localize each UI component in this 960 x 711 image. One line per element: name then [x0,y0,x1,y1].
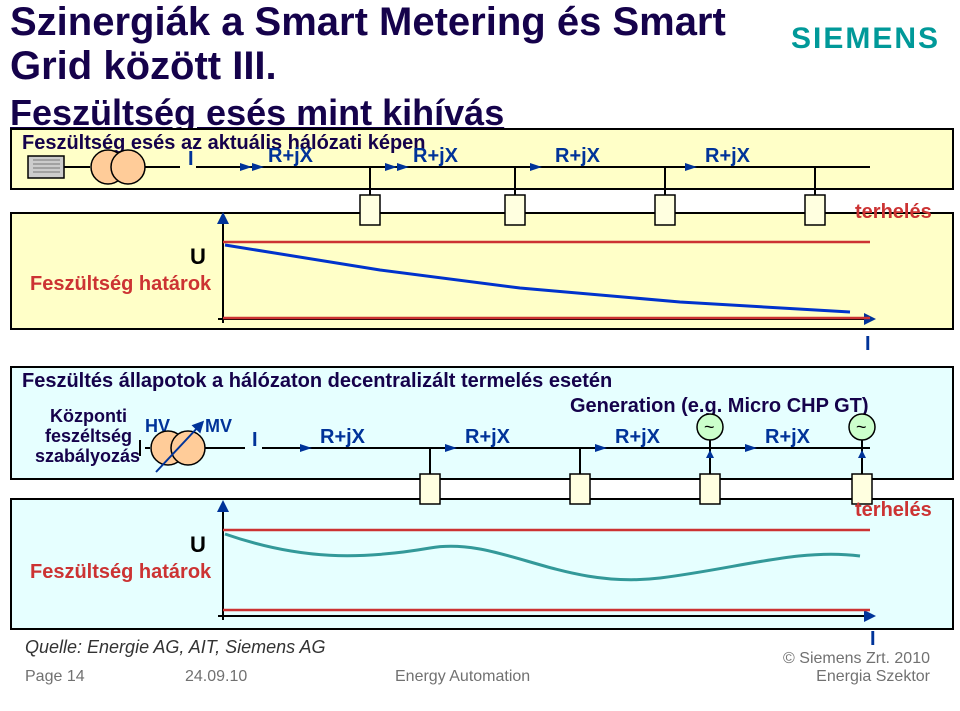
footer-center: Energy Automation [395,668,530,686]
central-l1: Központi [50,406,127,426]
rjx-3-2: R+jX [465,426,511,448]
rjx-1-1: R+jX [268,145,314,167]
loads-bot [420,448,872,504]
loads-top [360,167,825,225]
footer-sector: Energia Szektor [816,668,930,686]
limits-2: Feszültség határok [30,561,212,583]
I-label-2: I [865,333,871,355]
rjx-1-4: R+jX [705,145,751,167]
svg-text:~: ~ [856,417,867,437]
footer-page: Page 14 [25,668,85,686]
rjx-3-1: R+jX [320,426,366,448]
svg-text:~: ~ [704,417,715,437]
U-label-2: U [190,532,206,557]
terheles-2: terhelés [855,499,932,521]
central-l3: szabályozás [35,446,140,466]
limits-1: Feszültség határok [30,273,212,295]
terheles-1: terhelés [855,201,932,223]
diagram-svg: I R+jX R+jX R+jX R+jX terhelés U [0,0,960,711]
gen-2: ~ [849,414,875,448]
gen-label: Generation (e.g. Micro CHP GT) [570,395,869,417]
rjx-3-4: R+jX [765,426,811,448]
U-label-1: U [190,244,206,269]
mv-label: MV [205,416,232,436]
I-label-3: I [252,429,258,451]
I-label-1: I [188,148,194,170]
gen-1: ~ [697,414,723,448]
footer-copyright: © Siemens Zrt. 2010 [783,650,930,668]
rjx-3-3: R+jX [615,426,661,448]
rjx-1-2: R+jX [413,145,459,167]
footer-date: 24.09.10 [185,668,247,686]
central-l2: feszéltség [45,426,132,446]
source-credit: Quelle: Energie AG, AIT, Siemens AG [25,637,325,658]
rjx-1-3: R+jX [555,145,601,167]
I-label-4: I [870,628,876,650]
slide: Szinergiák a Smart Metering és Smart Gri… [0,0,960,711]
